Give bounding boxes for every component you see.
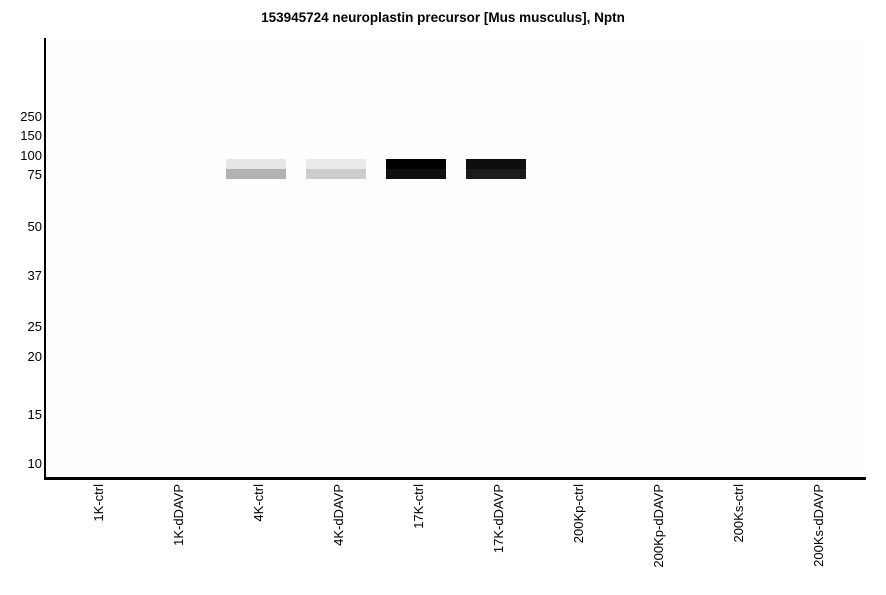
y-tick-label: 100 <box>20 148 42 163</box>
blot-band-upper <box>466 159 526 169</box>
x-lane-label: 1K-ctrl <box>91 484 106 522</box>
x-lane-label: 200Kp-dDAVP <box>651 484 666 568</box>
y-tick-label: 20 <box>27 349 42 364</box>
y-tick-label: 25 <box>27 319 42 334</box>
x-lane-label: 200Kp-ctrl <box>571 484 586 544</box>
chart-title: 153945724 neuroplastin precursor [Mus mu… <box>261 10 625 25</box>
blot-band-upper <box>306 159 366 169</box>
y-axis-line <box>43 38 46 478</box>
plot-area <box>45 38 864 477</box>
y-tick-label: 15 <box>27 407 42 422</box>
x-lane-label: 200Ks-ctrl <box>731 484 746 543</box>
blot-band-upper <box>386 159 446 169</box>
x-axis-line <box>43 477 866 480</box>
y-tick-label: 150 <box>20 128 42 143</box>
blot-band-lower <box>226 169 286 179</box>
blot-band-lower <box>386 169 446 179</box>
y-tick-label: 250 <box>20 109 42 124</box>
y-tick-label: 37 <box>27 268 42 283</box>
y-tick-label: 75 <box>27 167 42 182</box>
blot-band-lower <box>306 169 366 179</box>
x-lane-label: 4K-ctrl <box>251 484 266 522</box>
x-lane-label: 17K-ctrl <box>411 484 426 529</box>
x-lane-label: 1K-dDAVP <box>171 484 186 546</box>
y-tick-label: 10 <box>27 456 42 471</box>
blot-band-upper <box>226 159 286 169</box>
x-lane-label: 17K-dDAVP <box>491 484 506 554</box>
x-lane-label: 200Ks-dDAVP <box>811 484 826 567</box>
x-lane-label: 4K-dDAVP <box>331 484 346 546</box>
blot-band-lower <box>466 169 526 179</box>
y-tick-label: 50 <box>27 219 42 234</box>
